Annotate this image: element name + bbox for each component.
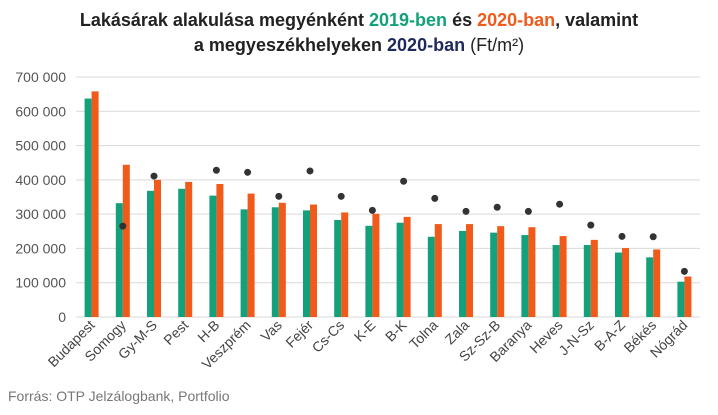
bar-2020 — [216, 183, 224, 317]
bar-2019 — [303, 210, 310, 317]
y-tick-label: 200 000 — [15, 240, 66, 256]
bar-2020 — [559, 236, 567, 317]
x-tick-label: K-E — [351, 317, 379, 345]
bar-2020 — [154, 179, 161, 317]
x-tick-label: Vas — [257, 317, 285, 345]
x-tick-label: B-A-Z — [591, 316, 628, 353]
y-tick-label: 500 000 — [15, 138, 66, 154]
seat-price-dot — [306, 167, 314, 175]
seat-price-dot — [150, 172, 158, 180]
chart-title-line1: Lakásárak alakulása megyénként 2019-ben … — [0, 10, 718, 31]
seat-price-dot — [493, 203, 501, 211]
bar-2020 — [341, 212, 349, 317]
bar-2019 — [646, 257, 654, 317]
seat-price-dot — [556, 200, 564, 208]
bar-2020 — [497, 226, 505, 317]
seat-price-dot — [649, 233, 657, 241]
seat-price-dot — [587, 221, 595, 229]
seat-price-dot — [462, 207, 470, 215]
bar-2020 — [434, 224, 442, 317]
bar-2019 — [396, 222, 404, 317]
y-tick-label: 100 000 — [15, 275, 66, 291]
bar-2020 — [91, 91, 99, 318]
title-mid: és — [447, 10, 478, 30]
bar-2019 — [521, 235, 529, 317]
bar-2020 — [528, 227, 536, 317]
seat-price-dot — [337, 192, 345, 200]
bar-2020 — [278, 202, 286, 317]
source-note: Forrás: OTP Jelzálogbank, Portfolio — [8, 388, 230, 404]
x-tick-label: Pest — [160, 317, 191, 348]
bar-2020 — [403, 216, 411, 317]
bar-2020 — [310, 204, 317, 317]
title-year-2019: 2019-ben — [369, 10, 448, 30]
bar-2019 — [552, 245, 560, 317]
title-prefix: Lakásárak alakulása megyénként — [79, 10, 370, 30]
seat-price-dot — [368, 206, 376, 214]
seat-price-dot — [244, 168, 252, 176]
bar-2020 — [122, 164, 130, 317]
bar-2020 — [622, 248, 629, 317]
x-tick-label: Cs-Cs — [309, 317, 348, 356]
title-line2-year: 2020-ban — [387, 35, 466, 55]
title-unit: (Ft/m²) — [470, 35, 525, 55]
title-year-2020: 2020-ban — [477, 10, 556, 30]
bar-2019 — [147, 190, 154, 317]
bar-2020 — [466, 224, 473, 317]
chart-title-line2: a megyeszékhelyeken 2020-ban (Ft/m²) — [0, 35, 718, 56]
seat-price-dot — [119, 222, 127, 230]
seat-price-dot — [524, 207, 532, 215]
bar-2019 — [240, 209, 248, 317]
bar-2019 — [459, 230, 466, 317]
bar-2020 — [247, 193, 255, 317]
bar-2019 — [427, 236, 435, 317]
seat-price-dot — [275, 192, 283, 200]
bar-2019 — [271, 207, 279, 317]
title-line2-prefix: a megyeszékhelyeken — [193, 35, 388, 55]
bar-2019 — [84, 98, 92, 317]
y-tick-label: 600 000 — [15, 103, 66, 119]
bar-2019 — [365, 225, 373, 317]
bar-2019 — [583, 245, 591, 317]
seat-price-dot — [400, 177, 408, 185]
bar-2019 — [490, 232, 498, 317]
x-tick-label: J-N-Sz — [555, 317, 597, 359]
y-tick-label: 0 — [58, 309, 66, 325]
bar-2020 — [590, 239, 598, 317]
bar-2019 — [615, 252, 622, 317]
y-tick-label: 700 000 — [15, 69, 66, 85]
bar-2019 — [209, 195, 217, 317]
bar-2020 — [653, 249, 661, 317]
bar-2019 — [178, 188, 186, 317]
bar-2019 — [677, 281, 685, 317]
bar-2020 — [372, 213, 380, 317]
bar-2019 — [334, 219, 342, 317]
title-suffix: , valamint — [555, 10, 639, 30]
seat-price-dot — [212, 166, 220, 174]
x-tick-label: Tolna — [406, 317, 441, 352]
bar-2020 — [684, 276, 692, 317]
bar-2019 — [115, 203, 123, 317]
y-tick-label: 300 000 — [15, 206, 66, 222]
seat-price-dot — [680, 267, 688, 275]
y-tick-label: 400 000 — [15, 172, 66, 188]
seat-price-dot — [618, 232, 626, 240]
seat-price-dot — [431, 194, 439, 202]
bar-2020 — [185, 181, 193, 317]
